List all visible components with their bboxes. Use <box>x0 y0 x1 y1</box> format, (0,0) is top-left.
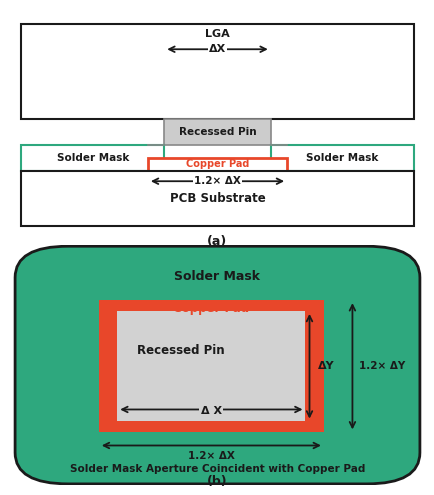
Text: Recessed Pin: Recessed Pin <box>137 344 224 357</box>
Text: Recessed Pin: Recessed Pin <box>178 127 256 137</box>
Text: (b): (b) <box>207 475 227 488</box>
Text: Solder Mask: Solder Mask <box>174 270 260 283</box>
Text: Solder Mask: Solder Mask <box>56 153 128 163</box>
FancyBboxPatch shape <box>15 246 419 484</box>
Text: ΔY: ΔY <box>317 361 334 371</box>
Text: Solder Mask Aperture Coincident with Copper Pad: Solder Mask Aperture Coincident with Cop… <box>69 464 365 475</box>
Text: 1.2× ΔX: 1.2× ΔX <box>194 176 240 186</box>
Text: PCB Substrate: PCB Substrate <box>169 192 265 205</box>
FancyBboxPatch shape <box>99 300 323 432</box>
Text: Copper Pad: Copper Pad <box>185 159 249 169</box>
Text: 1.2× ΔY: 1.2× ΔY <box>358 361 404 371</box>
FancyBboxPatch shape <box>164 119 270 145</box>
Text: 1.2× ΔX: 1.2× ΔX <box>187 451 234 461</box>
Text: Solder Mask: Solder Mask <box>306 153 378 163</box>
FancyBboxPatch shape <box>21 171 413 226</box>
FancyBboxPatch shape <box>21 145 164 171</box>
Text: (a): (a) <box>207 235 227 248</box>
Text: Copper Pad: Copper Pad <box>173 302 249 315</box>
FancyBboxPatch shape <box>270 145 413 171</box>
Text: LGA: LGA <box>205 29 229 40</box>
FancyBboxPatch shape <box>148 158 286 171</box>
Text: ΔX: ΔX <box>208 44 226 54</box>
FancyBboxPatch shape <box>21 24 413 119</box>
FancyBboxPatch shape <box>117 311 305 421</box>
Text: Δ X: Δ X <box>201 406 221 416</box>
